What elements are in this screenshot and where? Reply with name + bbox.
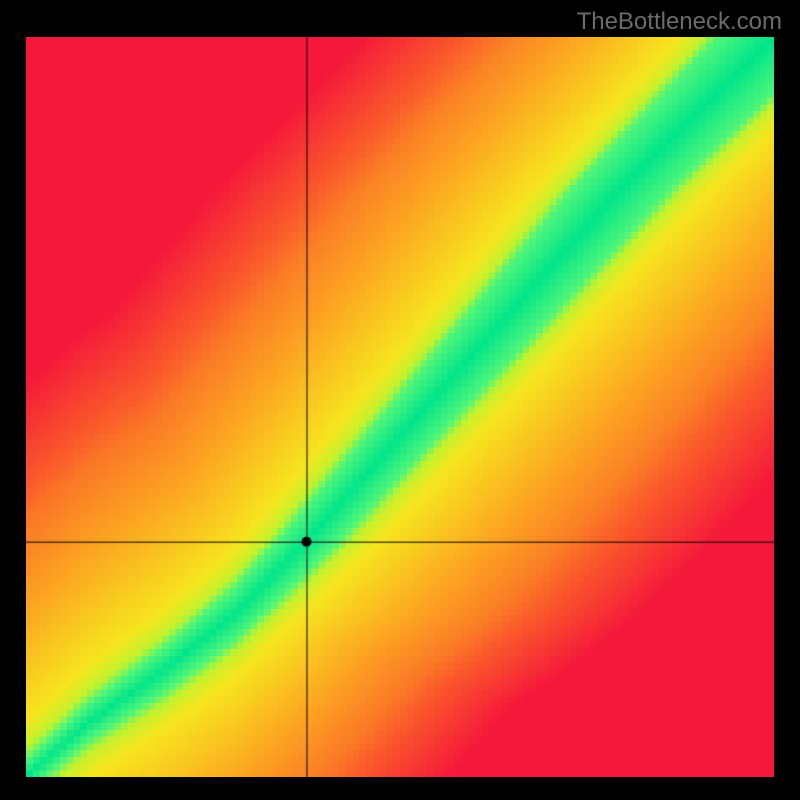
bottleneck-heatmap	[26, 37, 774, 777]
chart-container: TheBottleneck.com	[0, 0, 800, 800]
watermark-text: TheBottleneck.com	[577, 8, 782, 36]
